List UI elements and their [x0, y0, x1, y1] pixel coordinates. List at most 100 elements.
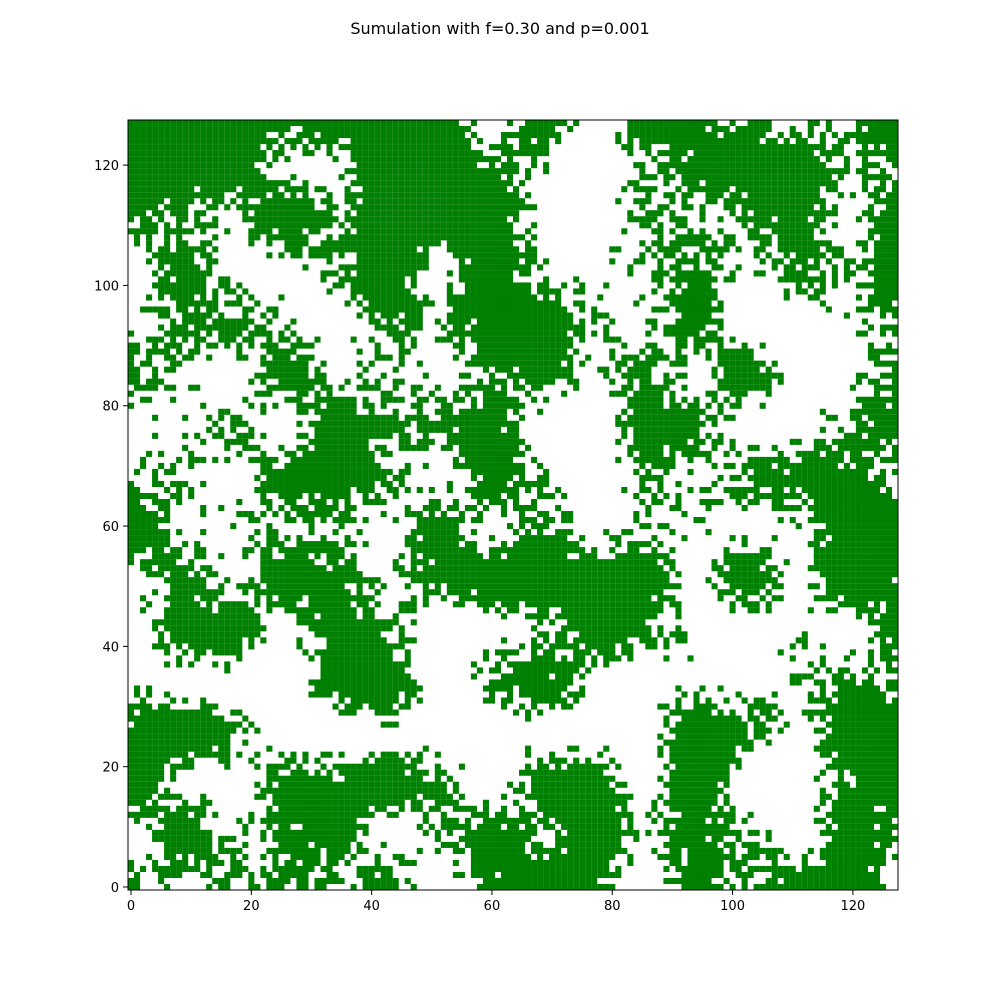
tree-cell	[813, 450, 820, 457]
tree-cell	[849, 853, 856, 860]
tree-cell	[879, 444, 887, 451]
tree-cell	[819, 739, 826, 746]
tree-cell	[771, 505, 778, 512]
tree-cell	[368, 883, 375, 891]
tree-cell	[669, 817, 676, 824]
tree-cell	[813, 480, 820, 488]
tree-cell	[729, 492, 736, 500]
tree-cell	[266, 553, 273, 560]
tree-cell	[525, 444, 532, 451]
tree-cell	[356, 456, 363, 463]
tree-cell	[128, 799, 135, 806]
tree-cell	[308, 462, 315, 469]
tree-cell	[326, 679, 333, 686]
tree-cell	[440, 535, 447, 542]
tree-cell	[849, 450, 856, 457]
tree-cell	[567, 871, 574, 879]
tree-cell	[200, 565, 207, 572]
tree-cell	[831, 853, 838, 860]
tree-cell	[531, 559, 538, 566]
tree-cell	[633, 571, 640, 578]
tree-cell	[368, 865, 375, 873]
tree-cell	[867, 727, 874, 734]
tree-cell	[140, 462, 147, 469]
tree-cell	[320, 751, 327, 758]
tree-cell	[765, 547, 772, 554]
tree-cell	[284, 865, 291, 873]
tree-cell	[422, 553, 429, 560]
tree-cell	[338, 823, 345, 830]
tree-cell	[188, 486, 195, 494]
tree-cell	[158, 535, 165, 542]
tree-cell	[494, 486, 502, 494]
tree-cell	[879, 547, 887, 554]
tree-cell	[428, 571, 435, 578]
tree-cell	[549, 823, 556, 830]
tree-cell	[272, 486, 279, 494]
tree-cell	[224, 649, 231, 656]
tree-cell	[332, 414, 339, 421]
tree-cell	[170, 745, 177, 752]
tree-cell	[837, 583, 844, 590]
tree-cell	[398, 703, 405, 710]
tree-cell	[386, 751, 393, 758]
tree-cell	[747, 853, 754, 860]
tree-cell	[645, 589, 652, 596]
tree-cell	[837, 859, 844, 866]
tree-cell	[470, 583, 477, 590]
tree-cell	[621, 589, 628, 596]
tree-cell	[422, 541, 429, 548]
tree-cell	[260, 625, 267, 632]
tree-cell	[873, 697, 881, 704]
tree-cell	[284, 559, 291, 566]
tree-cell	[627, 607, 634, 614]
tree-cell	[500, 541, 508, 548]
tree-cell	[464, 553, 471, 560]
tree-cell	[386, 781, 393, 788]
tree-cell	[885, 577, 893, 584]
tree-cell	[194, 715, 201, 722]
tree-cell	[747, 583, 754, 590]
tree-cell	[675, 775, 682, 782]
tree-cell	[561, 565, 568, 572]
tree-cell	[386, 414, 393, 421]
tree-cell	[621, 811, 628, 818]
tree-cell	[603, 655, 610, 662]
tree-cell	[537, 859, 544, 866]
tree-cell	[549, 541, 556, 548]
tree-cell	[476, 865, 483, 873]
tree-cell	[729, 721, 736, 728]
tree-cell	[549, 853, 556, 860]
tree-cell	[386, 697, 393, 704]
tree-cell	[891, 769, 899, 776]
tree-cell	[561, 511, 568, 518]
tree-cell	[687, 841, 694, 848]
tree-cell	[404, 511, 411, 518]
tree-cell	[873, 775, 881, 782]
tree-cell	[573, 625, 580, 632]
tree-cell	[885, 613, 893, 620]
tree-cell	[783, 853, 790, 860]
tree-cell	[164, 595, 171, 602]
tree-cell	[513, 547, 520, 554]
tree-cell	[368, 787, 375, 794]
tree-cell	[164, 505, 171, 512]
tree-cell	[272, 883, 279, 891]
tree-cell	[561, 703, 568, 710]
tree-cell	[561, 673, 568, 680]
tree-cell	[603, 793, 610, 800]
tree-cell	[500, 835, 508, 842]
tree-cell	[771, 583, 778, 590]
tree-cell	[188, 462, 195, 469]
tree-cell	[567, 691, 574, 698]
tree-cell	[747, 703, 754, 710]
tree-cell	[488, 571, 496, 578]
tree-cell	[398, 859, 405, 866]
tree-cell	[849, 565, 856, 572]
tree-cell	[525, 883, 532, 891]
tree-cell	[531, 595, 538, 602]
tree-cell	[531, 775, 538, 782]
tree-cell	[350, 432, 357, 439]
tree-cell	[555, 559, 562, 566]
tree-cell	[392, 811, 399, 818]
